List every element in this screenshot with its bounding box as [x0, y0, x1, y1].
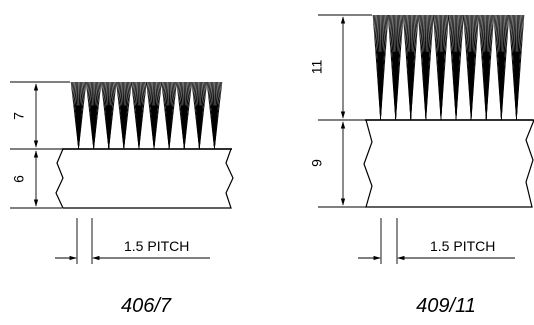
bristle-tuft-406-7	[146, 81, 162, 150]
bristle-tuft-409-11	[463, 14, 479, 121]
base-body-409-11	[363, 119, 534, 208]
base-height-label-409-11: 9	[309, 159, 325, 167]
bristle-tuft-409-11	[508, 14, 525, 121]
bristle-tuft-409-11	[493, 14, 510, 121]
bristle-tuft-409-11	[418, 14, 434, 121]
bristle-tuft-409-11	[478, 14, 495, 121]
bristle-tuft-406-7	[206, 81, 223, 150]
base-body-406-7	[55, 148, 234, 209]
bristle-tuft-406-7	[191, 81, 208, 150]
pitch-label-406-7: 1.5 PITCH	[124, 238, 189, 254]
base-height-label-406-7: 6	[11, 175, 27, 183]
bristle-tuft-406-7	[116, 81, 132, 150]
bristle-tuft-406-7	[85, 81, 102, 150]
drawing-409-11: 11 9 1.5 PITCH 409/11	[309, 14, 534, 317]
bristle-tufts-406-7	[70, 81, 223, 150]
bristle-tuft-406-7	[131, 81, 147, 150]
bristle-height-label-409-11: 11	[309, 60, 325, 75]
bristle-tuft-409-11	[448, 14, 464, 121]
drawing-406-7: 7 6 1.5 PITCH 406/7	[10, 81, 234, 317]
bristle-tuft-409-11	[433, 14, 449, 121]
bristle-tuft-409-11	[402, 14, 419, 121]
pitch-label-409-11: 1.5 PITCH	[430, 238, 495, 254]
caption-406-7: 406/7	[121, 295, 172, 317]
bristle-tuft-409-11	[387, 14, 404, 121]
bristle-tuft-409-11	[372, 14, 389, 121]
bristle-tuft-406-7	[70, 81, 87, 150]
caption-409-11: 409/11	[416, 295, 476, 317]
bristle-tuft-406-7	[100, 81, 117, 150]
bristle-tuft-406-7	[176, 81, 193, 150]
bristle-tufts-409-11	[372, 14, 525, 121]
bristle-height-label-406-7: 7	[11, 112, 27, 120]
bristle-tuft-406-7	[161, 81, 177, 150]
